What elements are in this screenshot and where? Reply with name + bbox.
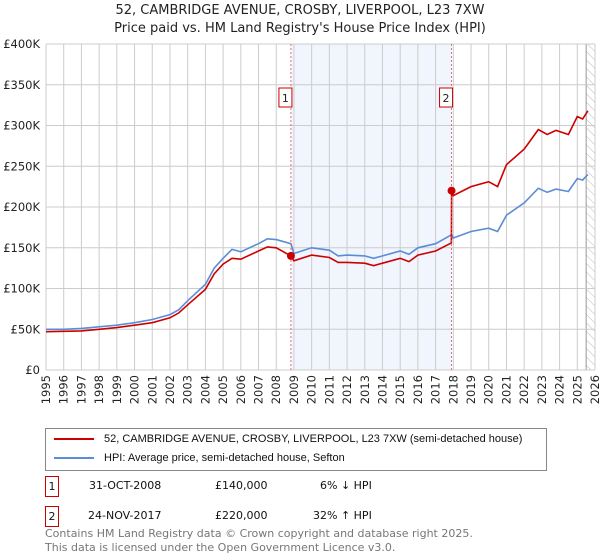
x-tick-label: 2001 [145, 375, 159, 404]
x-tick-label: 1996 [57, 375, 71, 404]
legend-item-hpi: HPI: Average price, semi-detached house,… [54, 452, 345, 464]
x-tick-label: 2010 [305, 375, 319, 404]
footer: Contains HM Land Registry data © Crown c… [45, 527, 473, 555]
annotation-label: 1 [282, 92, 289, 105]
y-tick-label: £350K [3, 78, 40, 92]
x-tick-label: 2011 [322, 375, 336, 404]
x-tick-label: 2009 [287, 375, 301, 404]
transaction-date: 31-OCT-2008 [89, 479, 162, 492]
transaction-hpi: 6% ↓ HPI [320, 479, 372, 492]
y-tick-label: £50K [11, 322, 41, 336]
chart-title: 52, CAMBRIDGE AVENUE, CROSBY, LIVERPOOL,… [115, 3, 485, 18]
x-tick-label: 2015 [393, 375, 407, 404]
x-tick-label: 2005 [216, 375, 230, 404]
y-tick-label: £150K [3, 241, 40, 255]
transaction-hpi: 32% ↑ HPI [313, 509, 372, 522]
x-tick-label: 2003 [181, 375, 195, 404]
x-tick-label: 2019 [464, 375, 478, 404]
transaction-price: £140,000 [215, 479, 268, 492]
chart-legend: 52, CAMBRIDGE AVENUE, CROSBY, LIVERPOOL,… [45, 428, 547, 471]
x-tick-label: 2000 [128, 375, 142, 404]
legend-label: HPI: Average price, semi-detached house,… [104, 452, 345, 464]
x-tick-label: 2022 [517, 375, 531, 404]
y-tick-label: £300K [3, 119, 40, 133]
x-tick-label: 2002 [163, 375, 177, 404]
x-tick-label: 2017 [429, 375, 443, 404]
x-tick-label: 2020 [482, 375, 496, 404]
transaction-marker: 1 [45, 476, 59, 497]
x-tick-label: 2013 [358, 375, 372, 404]
x-tick-label: 2012 [340, 375, 354, 404]
legend-label: 52, CAMBRIDGE AVENUE, CROSBY, LIVERPOOL,… [104, 433, 523, 445]
hpi-line [46, 173, 589, 331]
annotation-label: 2 [443, 92, 450, 105]
chart-subtitle: Price paid vs. HM Land Registry's House … [114, 21, 486, 36]
annotation-box [278, 87, 293, 108]
x-tick-label: 1999 [110, 375, 124, 404]
x-tick-label: 1998 [92, 375, 106, 404]
price-paid-line [45, 110, 589, 333]
x-tick-label: 2023 [535, 375, 549, 404]
transaction-date: 24-NOV-2017 [88, 509, 162, 522]
legend-swatch-red [54, 438, 94, 440]
y-tick-label: £0 [25, 363, 40, 377]
x-tick-label: 1997 [74, 375, 88, 404]
annotation-box [439, 87, 454, 108]
y-tick-label: £400K [3, 37, 40, 51]
x-tick-label: 2007 [252, 375, 266, 404]
x-tick-label: 2021 [499, 375, 513, 404]
x-tick-label: 2024 [553, 375, 567, 404]
y-tick-label: £250K [3, 159, 40, 173]
sale-point [447, 186, 456, 195]
x-tick-label: 2025 [570, 375, 584, 404]
y-tick-label: £100K [3, 282, 40, 296]
x-tick-label: 2008 [269, 375, 283, 404]
x-tick-label: 2006 [234, 375, 248, 404]
footer-licence: This data is licensed under the Open Gov… [45, 541, 396, 554]
price-chart: 1995 1996 1997 1998 1999 2000 2001 2002 2003 2004… [3, 37, 600, 404]
x-tick-label: 2004 [198, 375, 212, 404]
sale-point [286, 251, 295, 260]
x-tick-label: 2026 [588, 375, 600, 404]
legend-swatch-blue [54, 457, 94, 459]
legend-item-property: 52, CAMBRIDGE AVENUE, CROSBY, LIVERPOOL,… [54, 433, 522, 445]
transaction-marker: 2 [45, 506, 59, 527]
x-tick-label: 2014 [375, 375, 389, 404]
x-tick-label: 2018 [446, 375, 460, 404]
y-tick-label: £200K [3, 200, 40, 214]
x-tick-label: 1995 [39, 375, 53, 404]
footer-copyright: Contains HM Land Registry data © Crown c… [45, 527, 473, 540]
x-tick-label: 2016 [411, 375, 425, 404]
transaction-price: £220,000 [215, 509, 268, 522]
